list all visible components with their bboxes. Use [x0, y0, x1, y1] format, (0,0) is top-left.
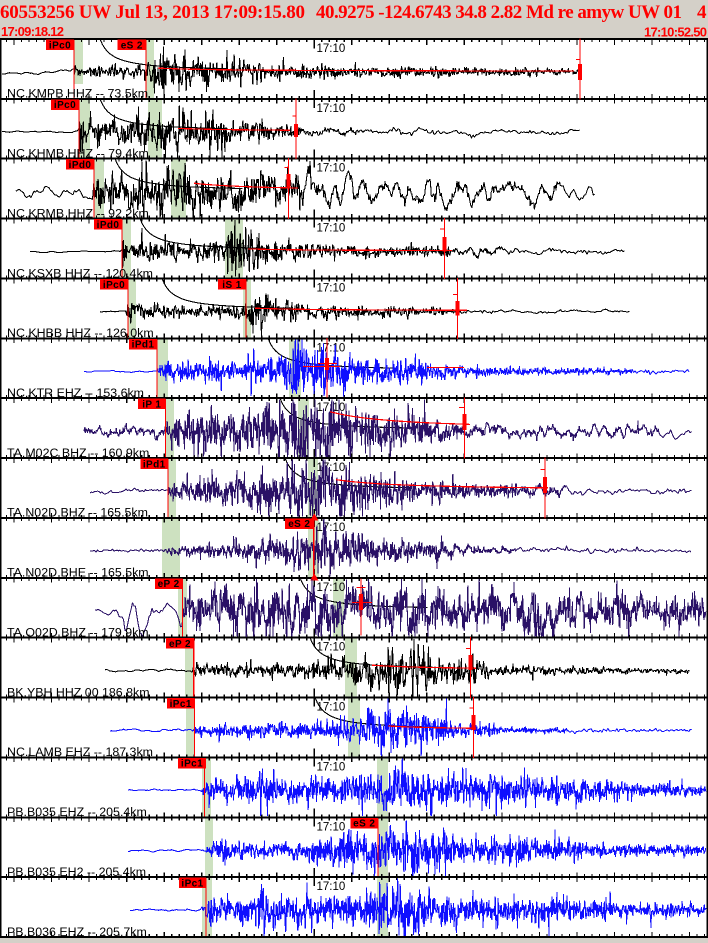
svg-text:iPc0: iPc0	[49, 40, 71, 51]
svg-text:TA.N02D BHE -- 165.5km: TA.N02D BHE -- 165.5km	[7, 566, 149, 580]
svg-text:NC.KMPB HHZ -- 73.5km: NC.KMPB HHZ -- 73.5km	[7, 87, 148, 101]
svg-text:17:10: 17:10	[317, 582, 346, 594]
svg-text:NC.KTR EHZ -- 153.6km: NC.KTR EHZ -- 153.6km	[7, 386, 144, 400]
svg-text:eS 2: eS 2	[353, 819, 375, 830]
svg-text:17:10:52.50: 17:10:52.50	[644, 25, 707, 40]
svg-text:PB.B036 EHZ -- 205.7km: PB.B036 EHZ -- 205.7km	[7, 925, 147, 938]
svg-text:eP 2: eP 2	[169, 639, 191, 650]
svg-text:iPd1: iPd1	[143, 459, 166, 470]
svg-text:60553256 UW Jul 13, 2013 17:09: 60553256 UW Jul 13, 2013 17:09:15.80	[0, 2, 305, 23]
svg-text:17:10: 17:10	[317, 163, 346, 175]
svg-text:TA.M02C BHZ -- 160.9km: TA.M02C BHZ -- 160.9km	[7, 446, 149, 460]
svg-text:eS 2: eS 2	[288, 519, 310, 530]
svg-text:17:10: 17:10	[317, 103, 346, 115]
svg-text:iPd1: iPd1	[132, 340, 155, 351]
svg-text:17:10: 17:10	[317, 43, 346, 55]
svg-text:iPd0: iPd0	[69, 160, 92, 171]
svg-text:NC.KRMB HHZ -- 92.2km: NC.KRMB HHZ -- 92.2km	[7, 206, 149, 220]
svg-text:PB.B035 EH2 -- 205.4km: PB.B035 EH2 -- 205.4km	[7, 865, 146, 879]
svg-text:NC.KHBB HHZ -- 126.0km: NC.KHBB HHZ -- 126.0km	[7, 326, 154, 340]
svg-text:17:09:18.12: 17:09:18.12	[1, 24, 64, 39]
svg-text:iPc0: iPc0	[54, 100, 76, 111]
svg-text:NC.KSXB HHZ -- 120.4km: NC.KSXB HHZ -- 120.4km	[7, 266, 153, 280]
svg-text:17:10: 17:10	[317, 881, 346, 893]
svg-text:17:10: 17:10	[317, 223, 346, 235]
svg-text:NC.LAMB EHZ -- 187.3km: NC.LAMB EHZ -- 187.3km	[7, 745, 153, 759]
svg-text:iPd0: iPd0	[97, 220, 120, 231]
svg-text:17:10: 17:10	[317, 642, 346, 654]
svg-text:iPc0: iPc0	[103, 280, 125, 291]
svg-text:eS 2: eS 2	[121, 40, 143, 51]
svg-text:17:10: 17:10	[317, 522, 346, 534]
svg-text:40.9275 -124.6743 34.8 2.82 Md: 40.9275 -124.6743 34.8 2.82 Md re amyw U…	[316, 2, 682, 23]
svg-text:eP 2: eP 2	[158, 579, 180, 590]
svg-text:BK.YBH HHZ 00 186.8km: BK.YBH HHZ 00 186.8km	[7, 685, 150, 699]
svg-text:PB.B035 EHZ -- 205.4km: PB.B035 EHZ -- 205.4km	[7, 805, 147, 819]
svg-text:iPc1: iPc1	[181, 759, 203, 770]
svg-text:iPc1: iPc1	[170, 699, 192, 710]
svg-text:17:10: 17:10	[317, 342, 346, 354]
svg-text:17:10: 17:10	[317, 761, 346, 773]
svg-text:iP 1: iP 1	[142, 400, 161, 411]
svg-text:TA.N02D BHZ -- 165.5km: TA.N02D BHZ -- 165.5km	[7, 506, 148, 520]
svg-text:iPc1: iPc1	[181, 878, 203, 889]
svg-text:4: 4	[697, 2, 707, 23]
svg-text:17:10: 17:10	[317, 821, 346, 833]
svg-text:iS 1: iS 1	[222, 280, 241, 291]
svg-text:17:10: 17:10	[317, 283, 346, 295]
svg-text:TA.O02D BHZ -- 179.9km: TA.O02D BHZ -- 179.9km	[7, 626, 149, 640]
svg-text:NC.KHMB HHZ -- 79.4km: NC.KHMB HHZ -- 79.4km	[7, 147, 149, 161]
